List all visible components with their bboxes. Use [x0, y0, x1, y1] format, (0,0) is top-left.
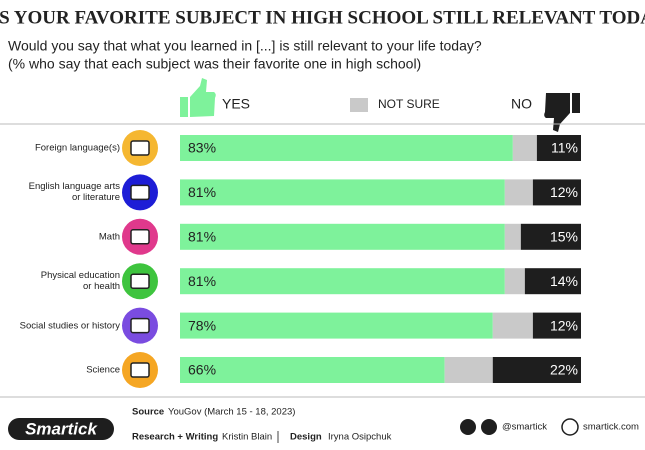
- category-label: Social studies or history: [19, 320, 120, 332]
- thumbs-up-icon: [180, 78, 216, 117]
- bar-segment: [180, 268, 505, 295]
- data-label: 12%: [550, 317, 578, 333]
- design-label: Design: [290, 432, 322, 443]
- data-label: 12%: [550, 184, 578, 200]
- bar-segment: [180, 179, 505, 206]
- data-label: 83%: [188, 140, 216, 156]
- bar-segment: [180, 357, 445, 383]
- bar-segment: [520, 223, 581, 250]
- legend-label: YES: [222, 96, 250, 112]
- category-label: Foreign language(s): [34, 142, 120, 154]
- data-label: 81%: [188, 184, 216, 200]
- bar-segment: [532, 312, 581, 339]
- website: smartick.com: [583, 422, 639, 433]
- category-label: English language arts or literature: [28, 181, 120, 204]
- data-label: 14%: [550, 273, 578, 289]
- category-label: Math: [98, 231, 120, 243]
- bar-segment: [504, 223, 521, 250]
- thumbs-down-icon: [544, 93, 580, 132]
- data-label: 11%: [551, 140, 578, 156]
- design: Iryna Osipchuk: [328, 432, 392, 443]
- data-label: 81%: [188, 229, 216, 245]
- bar-segment: [180, 135, 513, 161]
- bar-segment: [512, 135, 537, 161]
- source: YouGov (March 15 - 18, 2023): [168, 407, 295, 418]
- legend-label: NO: [511, 96, 532, 112]
- bar-segment: [492, 357, 581, 383]
- category-label: Physical education or health: [40, 270, 120, 293]
- chart-title: WAS YOUR FAVORITE SUBJECT IN HIGH SCHOOL…: [0, 7, 645, 28]
- category-icon-glyph: [130, 273, 150, 289]
- subtitle: Would you say that what you learned in […: [8, 38, 482, 54]
- bar-segment: [492, 312, 533, 339]
- category-icon-glyph: [130, 229, 150, 245]
- logo-text: Smartick: [25, 419, 98, 438]
- bar-segment: [180, 312, 493, 339]
- twitter-icon: [460, 419, 476, 435]
- data-label: 78%: [188, 317, 216, 333]
- data-label: 15%: [550, 229, 578, 245]
- bar-segment: [444, 357, 493, 383]
- data-label: 81%: [188, 273, 216, 289]
- source-label: Source: [132, 407, 164, 418]
- category-label: Science: [86, 364, 120, 376]
- bar-segment: [504, 179, 533, 206]
- logo: [8, 418, 114, 440]
- data-label: 22%: [550, 362, 578, 378]
- category-icon-glyph: [130, 184, 150, 201]
- bar-segment: [532, 179, 581, 206]
- subtitle: (% who say that each subject was their f…: [8, 56, 421, 72]
- research: Kristin Blain: [222, 432, 272, 443]
- bar-segment: [524, 268, 581, 295]
- bar-segment: [504, 268, 525, 295]
- category-icon-glyph: [130, 362, 150, 378]
- legend-label: NOT SURE: [378, 97, 440, 111]
- bar-segment: [180, 223, 505, 250]
- web-icon: [561, 418, 579, 436]
- data-label: 66%: [188, 362, 216, 378]
- research-label: Research + Writing: [132, 432, 218, 443]
- legend-swatch: [350, 98, 368, 112]
- instagram-icon: [481, 419, 497, 435]
- bar-segment: [536, 135, 581, 161]
- category-icon-glyph: [130, 317, 150, 334]
- social-handle: @smartick: [502, 422, 547, 433]
- category-icon-glyph: [130, 140, 150, 156]
